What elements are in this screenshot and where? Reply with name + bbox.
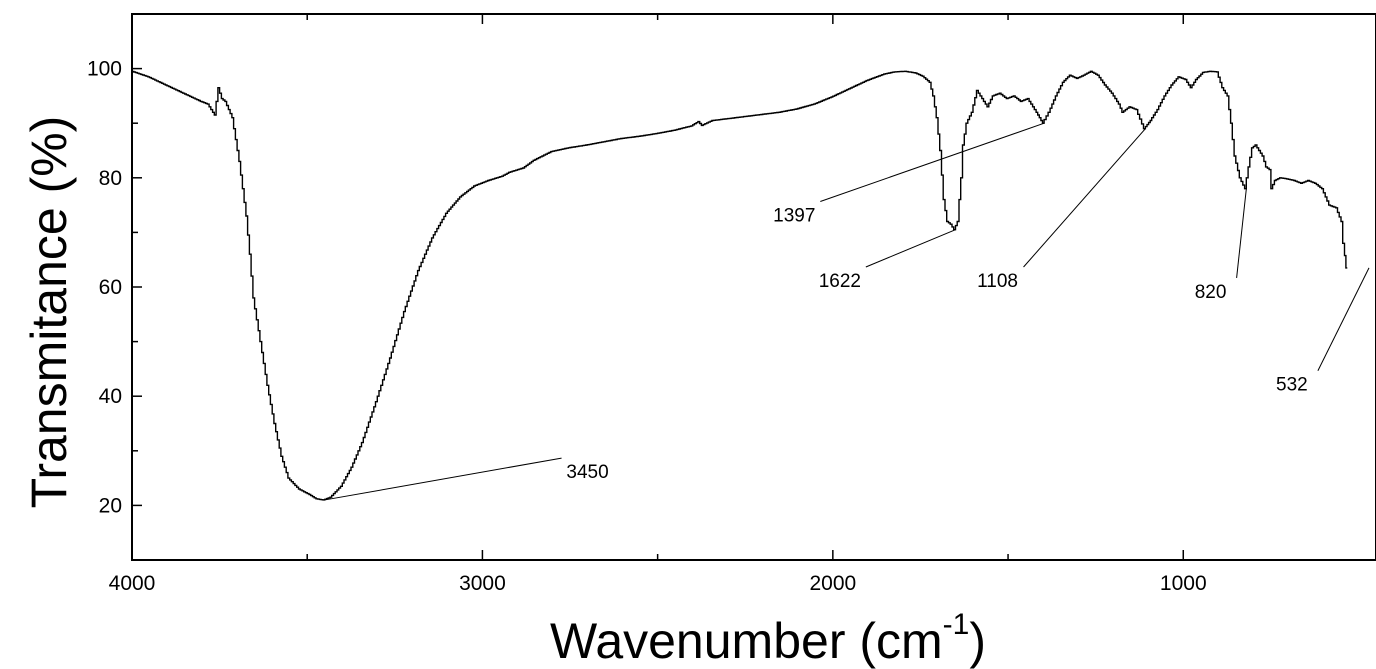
axis-ticks: 4000 3000 2000 1000 20 40 60 80 100 (87, 14, 1207, 595)
x-tick-label: 3000 (459, 572, 506, 595)
peak-label-532: 532 (1276, 375, 1308, 396)
y-tick-label: 40 (99, 385, 122, 408)
y-axis-title: Transmitance (%) (21, 116, 77, 509)
peak-label-3450: 3450 (566, 462, 608, 483)
y-tick-label: 20 (99, 494, 122, 517)
plot-axes (131, 13, 1376, 561)
x-tick-label: 2000 (809, 572, 856, 595)
x-axis-title-superscript: -1 (943, 608, 970, 641)
y-tick-label: 80 (99, 167, 122, 190)
peak-label-1397: 1397 (773, 205, 815, 226)
peak-label-820: 820 (1195, 282, 1227, 303)
peak-leader-532 (1317, 267, 1370, 371)
series-layer (131, 70, 1348, 501)
x-tick-label: 4000 (109, 572, 156, 595)
peak-label-1108: 1108 (977, 271, 1018, 292)
x-axis-title: Wavenumber (cm-1) (550, 608, 986, 669)
peak-leader-1397 (820, 122, 1045, 202)
peak-leader-1622 (865, 229, 956, 268)
y-tick-label: 100 (87, 58, 122, 81)
x-tick-label: 1000 (1160, 572, 1207, 595)
transmittance-series-line (131, 70, 1348, 501)
peak-label-1622: 1622 (819, 271, 861, 292)
peak-leader-3450 (324, 457, 562, 501)
plot-frame (131, 13, 1376, 561)
peak-leader-1108 (1023, 128, 1146, 268)
y-tick-label: 60 (99, 276, 122, 299)
peak-leader-820 (1236, 188, 1247, 278)
x-axis-title-suffix: ) (969, 613, 986, 669)
annotation-layer: 3450 1622 1397 1108 820 532 (324, 122, 1370, 501)
